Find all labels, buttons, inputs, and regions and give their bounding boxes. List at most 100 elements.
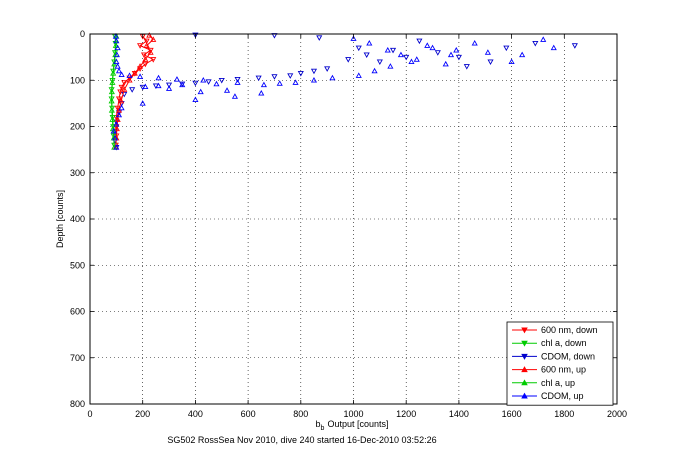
ticks: 0 200 400 600 800 1000 1200 1400 1600 1800 2000 0 10… — [70, 29, 627, 419]
data-point — [150, 57, 157, 63]
legend-marker — [521, 353, 528, 360]
data-point — [487, 59, 494, 65]
data-point — [115, 67, 123, 74]
legend: 600 nm, down chl a, down CDOM, down 600 nm,… — [506, 321, 614, 406]
data-point — [397, 51, 404, 58]
legend-label: chl a, down — [541, 338, 587, 348]
x-tick-label: 1400 — [449, 409, 469, 419]
data-point — [108, 97, 115, 104]
data-point — [142, 61, 149, 68]
data-point — [121, 86, 128, 92]
data-point — [355, 45, 362, 52]
data-point — [113, 144, 120, 150]
legend-label: CDOM, down — [541, 351, 595, 361]
data-point — [276, 80, 283, 86]
data-point — [112, 33, 119, 39]
data-point — [140, 52, 148, 59]
data-point — [110, 127, 117, 134]
legend-entry: chl a, down — [512, 338, 587, 348]
x-tick-label: 1800 — [554, 409, 574, 419]
data-point — [165, 85, 173, 91]
data-point — [260, 81, 267, 88]
data-point — [137, 63, 144, 69]
legend-box — [506, 321, 614, 406]
data-point — [121, 80, 128, 86]
data-point — [389, 47, 397, 54]
y-tick-label: 100 — [70, 75, 85, 85]
y-tick-label: 600 — [70, 307, 85, 317]
series-5 — [110, 33, 557, 150]
data-point — [155, 74, 162, 81]
data-point — [376, 59, 383, 65]
data-point — [371, 67, 378, 74]
data-point — [110, 70, 117, 76]
data-point — [387, 63, 394, 69]
data-point — [218, 77, 225, 84]
data-point — [503, 45, 510, 52]
data-point — [345, 57, 352, 63]
data-point — [108, 107, 115, 113]
data-point — [571, 43, 578, 49]
data-point — [115, 111, 123, 118]
legend-label: CDOM, up — [541, 391, 584, 401]
data-point — [118, 84, 125, 91]
legend-entry: chl a, up — [512, 378, 575, 388]
data-point — [113, 125, 120, 132]
data-point — [255, 75, 262, 82]
data-point — [110, 124, 117, 130]
data-point — [114, 44, 121, 51]
legend-entry: 600 nm, up — [512, 365, 586, 375]
data-point — [366, 40, 373, 46]
data-point — [234, 77, 241, 83]
data-point — [384, 46, 391, 53]
data-point — [434, 50, 441, 56]
data-point — [310, 77, 318, 83]
data-point — [408, 58, 415, 65]
data-point — [519, 51, 526, 58]
data-point — [363, 52, 370, 59]
x-tick-label: 400 — [188, 409, 203, 419]
data-point — [231, 93, 238, 99]
y-tick-label: 800 — [70, 399, 85, 409]
x-tick-label: 200 — [135, 409, 150, 419]
legend-marker — [521, 327, 528, 334]
data-point — [463, 64, 470, 70]
data-point — [329, 74, 336, 81]
data-point — [292, 79, 299, 85]
data-point — [297, 71, 304, 77]
data-point — [126, 72, 133, 78]
data-point — [114, 63, 121, 69]
x-tick-label: 1000 — [343, 409, 363, 419]
data-point — [129, 87, 136, 93]
data-point — [424, 42, 431, 48]
x-tick-label: 600 — [241, 409, 256, 419]
legend-marker — [521, 340, 528, 347]
legend-marker — [521, 379, 528, 386]
data-point — [113, 58, 120, 65]
data-point — [310, 68, 318, 75]
y-tick-label: 500 — [70, 260, 85, 270]
data-point — [142, 83, 149, 90]
data-point — [192, 96, 199, 102]
x-tick-label: 800 — [293, 409, 308, 419]
data-point — [155, 82, 162, 89]
data-point — [109, 79, 116, 85]
x-tick-label: 1200 — [396, 409, 416, 419]
data-point — [442, 60, 449, 67]
series-layer — [108, 32, 578, 151]
data-point — [271, 74, 278, 80]
y-tick-label: 300 — [70, 168, 85, 178]
y-tick-label: 700 — [70, 353, 85, 363]
data-point — [115, 96, 123, 102]
data-point — [109, 116, 116, 122]
data-point — [173, 76, 181, 82]
x-tick-label: 1600 — [502, 409, 522, 419]
data-point — [147, 49, 154, 55]
data-point — [550, 44, 557, 51]
data-point — [484, 49, 491, 55]
data-point — [197, 88, 204, 95]
data-point — [234, 79, 241, 85]
data-point — [540, 36, 547, 42]
data-point — [350, 35, 357, 41]
data-point — [112, 42, 119, 48]
